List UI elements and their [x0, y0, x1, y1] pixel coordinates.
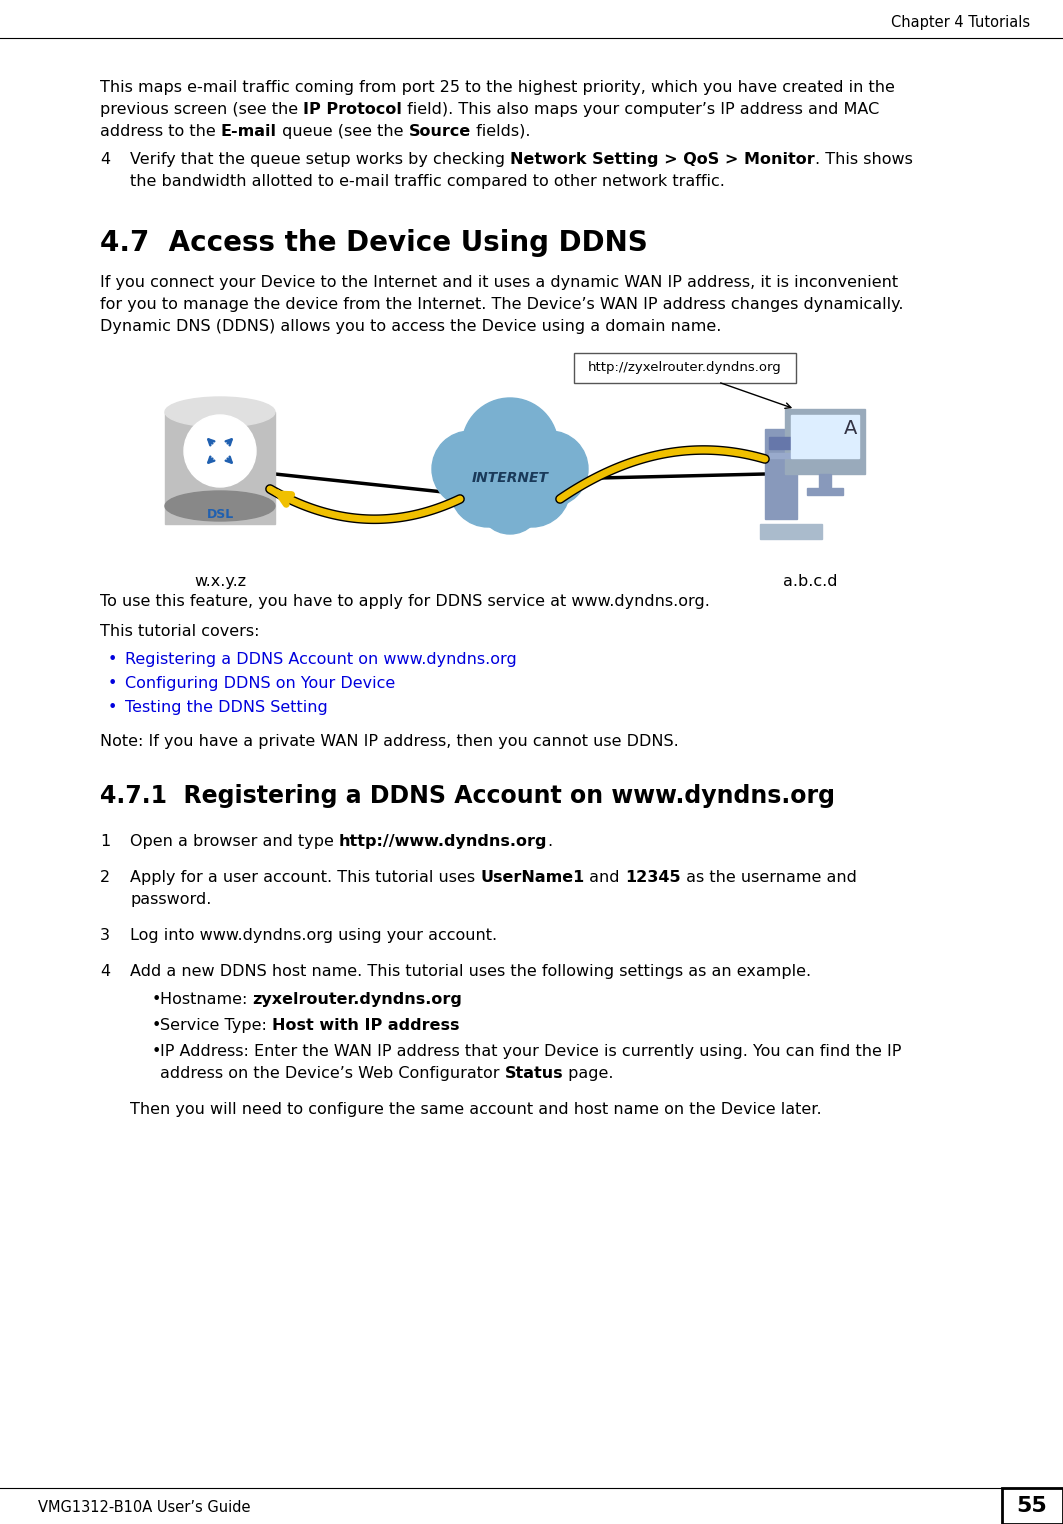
- Text: •: •: [152, 1018, 162, 1033]
- Text: Apply for a user account. This tutorial uses: Apply for a user account. This tutorial …: [130, 870, 480, 885]
- FancyBboxPatch shape: [574, 354, 796, 383]
- Text: VMG1312-B10A User’s Guide: VMG1312-B10A User’s Guide: [38, 1501, 251, 1515]
- Circle shape: [450, 451, 526, 527]
- Text: 4.7.1  Registering a DDNS Account on www.dyndns.org: 4.7.1 Registering a DDNS Account on www.…: [100, 783, 836, 808]
- Text: Status: Status: [505, 1065, 563, 1081]
- Text: . This shows: . This shows: [815, 152, 913, 168]
- Text: Note: If you have a private WAN IP address, then you cannot use DDNS.: Note: If you have a private WAN IP addre…: [100, 735, 679, 748]
- Text: Open a browser and type: Open a browser and type: [130, 834, 339, 849]
- Text: zyxelrouter.dyndns.org: zyxelrouter.dyndns.org: [253, 992, 462, 1007]
- Bar: [819, 474, 831, 488]
- Text: as the username and: as the username and: [680, 870, 857, 885]
- Text: Service Type:: Service Type:: [161, 1018, 272, 1033]
- Text: Registering a DDNS Account on www.dyndns.org: Registering a DDNS Account on www.dyndns…: [125, 652, 517, 668]
- Bar: [760, 524, 822, 539]
- Bar: [784, 408, 865, 474]
- Circle shape: [184, 415, 256, 488]
- Text: •: •: [108, 652, 117, 668]
- Bar: [165, 411, 275, 524]
- Text: fields).: fields).: [471, 123, 530, 139]
- Text: 2: 2: [100, 870, 111, 885]
- Circle shape: [512, 431, 588, 507]
- Text: 1: 1: [100, 834, 111, 849]
- Text: 4.7  Access the Device Using DDNS: 4.7 Access the Device Using DDNS: [100, 229, 647, 258]
- Text: This tutorial covers:: This tutorial covers:: [100, 623, 259, 639]
- Bar: [765, 428, 797, 520]
- Text: Source: Source: [408, 123, 471, 139]
- Text: IP Address: Enter the WAN IP address that your Device is currently using. You ca: IP Address: Enter the WAN IP address tha…: [161, 1044, 901, 1059]
- Text: •: •: [108, 700, 117, 715]
- Circle shape: [478, 469, 542, 533]
- Bar: [807, 488, 843, 495]
- Text: 4: 4: [100, 152, 111, 168]
- Text: page.: page.: [563, 1065, 613, 1081]
- Text: and: and: [585, 870, 625, 885]
- Text: Network Setting > QoS > Monitor: Network Setting > QoS > Monitor: [510, 152, 815, 168]
- Text: DSL: DSL: [206, 507, 234, 521]
- Bar: [769, 453, 793, 459]
- Text: Add a new DDNS host name. This tutorial uses the following settings as an exampl: Add a new DDNS host name. This tutorial …: [130, 965, 811, 978]
- Circle shape: [494, 451, 570, 527]
- Text: To use this feature, you have to apply for DDNS service at www.dyndns.org.: To use this feature, you have to apply f…: [100, 594, 710, 610]
- Text: IP Protocol: IP Protocol: [303, 102, 402, 117]
- Text: for you to manage the device from the Internet. The Device’s WAN IP address chan: for you to manage the device from the In…: [100, 297, 904, 312]
- Text: A: A: [844, 419, 858, 437]
- Bar: [769, 437, 793, 450]
- Text: Log into www.dyndns.org using your account.: Log into www.dyndns.org using your accou…: [130, 928, 497, 943]
- Text: address on the Device’s Web Configurator: address on the Device’s Web Configurator: [161, 1065, 505, 1081]
- Text: If you connect your Device to the Internet and it uses a dynamic WAN IP address,: If you connect your Device to the Intern…: [100, 274, 898, 290]
- Text: •: •: [152, 992, 162, 1007]
- Text: previous screen (see the: previous screen (see the: [100, 102, 303, 117]
- Text: Verify that the queue setup works by checking: Verify that the queue setup works by che…: [130, 152, 510, 168]
- Text: E-mail: E-mail: [221, 123, 276, 139]
- Text: .: .: [547, 834, 553, 849]
- Text: •: •: [152, 1044, 162, 1059]
- Text: password.: password.: [130, 892, 212, 907]
- Text: field). This also maps your computer’s IP address and MAC: field). This also maps your computer’s I…: [402, 102, 879, 117]
- Text: INTERNET: INTERNET: [472, 471, 549, 485]
- Text: 12345: 12345: [625, 870, 680, 885]
- Text: Host with IP address: Host with IP address: [272, 1018, 459, 1033]
- Text: 3: 3: [100, 928, 109, 943]
- FancyBboxPatch shape: [1002, 1487, 1063, 1524]
- Text: 55: 55: [1016, 1497, 1047, 1516]
- Text: queue (see the: queue (see the: [276, 123, 408, 139]
- Text: the bandwidth allotted to e-mail traffic compared to other network traffic.: the bandwidth allotted to e-mail traffic…: [130, 174, 725, 189]
- Text: Hostname:: Hostname:: [161, 992, 253, 1007]
- Circle shape: [432, 431, 508, 507]
- Ellipse shape: [165, 491, 275, 521]
- Text: Then you will need to configure the same account and host name on the Device lat: Then you will need to configure the same…: [130, 1102, 822, 1117]
- Circle shape: [462, 398, 558, 494]
- Text: UserName1: UserName1: [480, 870, 585, 885]
- Text: Testing the DDNS Setting: Testing the DDNS Setting: [125, 700, 327, 715]
- Text: 4: 4: [100, 965, 111, 978]
- Text: Chapter 4 Tutorials: Chapter 4 Tutorials: [891, 15, 1030, 29]
- Ellipse shape: [165, 396, 275, 427]
- Text: •: •: [108, 677, 117, 690]
- Text: address to the: address to the: [100, 123, 221, 139]
- Text: w.x.y.z: w.x.y.z: [193, 575, 246, 588]
- Bar: [791, 415, 859, 459]
- Text: Configuring DDNS on Your Device: Configuring DDNS on Your Device: [125, 677, 395, 690]
- Text: http://www.dyndns.org: http://www.dyndns.org: [339, 834, 547, 849]
- Text: This maps e-mail traffic coming from port 25 to the highest priority, which you : This maps e-mail traffic coming from por…: [100, 79, 895, 94]
- Text: a.b.c.d: a.b.c.d: [782, 575, 838, 588]
- Text: Dynamic DNS (DDNS) allows you to access the Device using a domain name.: Dynamic DNS (DDNS) allows you to access …: [100, 319, 722, 334]
- Text: http://zyxelrouter.dyndns.org: http://zyxelrouter.dyndns.org: [588, 361, 782, 375]
